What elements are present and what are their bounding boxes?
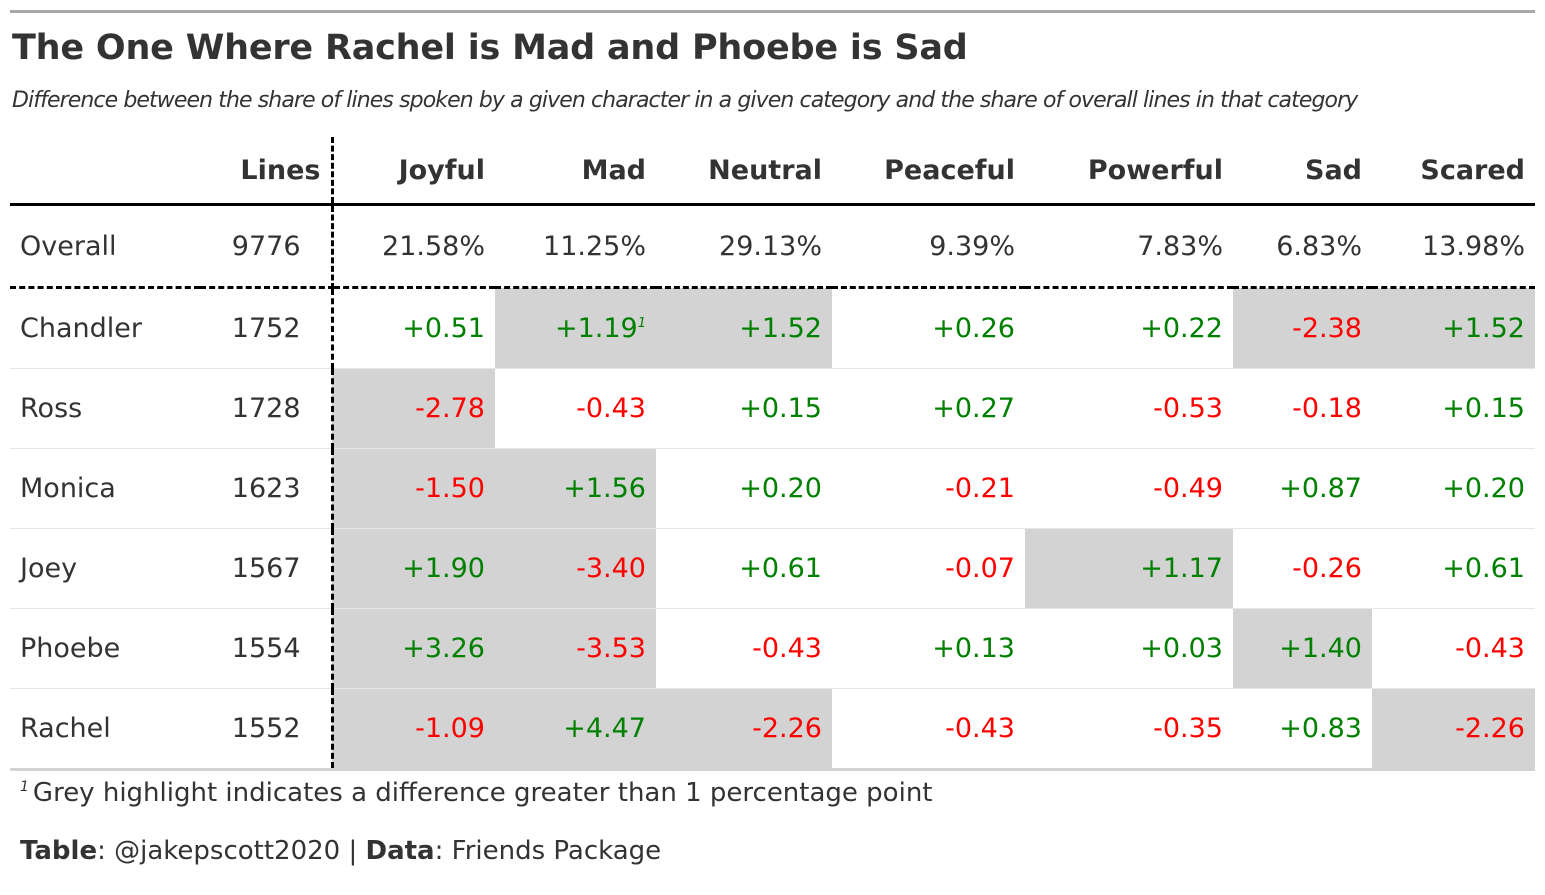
table-title: The One Where Rachel is Mad and Phoebe i… [12, 28, 968, 68]
peaceful-cell: -0.07 [832, 528, 1025, 609]
scared-cell: 13.98% [1372, 204, 1535, 289]
scared-cell: -0.43 [1372, 608, 1535, 689]
stub-header [10, 137, 200, 206]
lines-cell: 1752 [200, 287, 334, 369]
neutral-cell: +1.52 [656, 287, 832, 369]
joyful-cell: +3.26 [332, 608, 495, 689]
column-header-mad: Mad [495, 137, 656, 206]
table-subtitle: Difference between the share of lines sp… [12, 88, 1358, 113]
scared-cell: -2.26 [1372, 688, 1535, 771]
neutral-cell: +0.15 [656, 368, 832, 449]
lines-cell: 1567 [200, 528, 334, 609]
sad-cell: -2.38 [1233, 287, 1372, 369]
peaceful-cell: +0.13 [832, 608, 1025, 689]
scared-cell: +0.20 [1372, 448, 1535, 529]
sad-cell: -0.18 [1233, 368, 1372, 449]
emotion-table: Lines Joyful Mad Neutral Peaceful Powerf… [10, 137, 1535, 771]
joyful-cell: -2.78 [332, 368, 495, 449]
mad-cell: +1.56 [495, 448, 656, 529]
column-header-scared: Scared [1372, 137, 1535, 206]
column-header-joyful: Joyful [332, 137, 495, 206]
row-label: Ross [10, 368, 200, 449]
powerful-cell: 7.83% [1025, 204, 1233, 289]
source-table-value: : @jakepscott2020 | [97, 836, 366, 866]
neutral-cell: +0.20 [656, 448, 832, 529]
powerful-cell: -0.49 [1025, 448, 1233, 529]
source-data-value: : Friends Package [434, 836, 662, 866]
neutral-cell: -2.26 [656, 688, 832, 771]
row-label: Monica [10, 448, 200, 529]
row-label: Chandler [10, 287, 200, 369]
joyful-cell: -1.50 [332, 448, 495, 529]
footnote-marker: 1 [637, 316, 646, 331]
source-data-label: Data [365, 836, 435, 866]
lines-cell: 1623 [200, 448, 334, 529]
footnote-marker: 1 [20, 779, 29, 796]
footnote: 1 Grey highlight indicates a difference g… [20, 778, 933, 808]
table-row: Ross 1728 -2.78 -0.43 +0.15 +0.27 -0.53 … [10, 368, 1535, 449]
joyful-cell: +1.90 [332, 528, 495, 609]
row-label: Phoebe [10, 608, 200, 689]
scared-cell: +0.15 [1372, 368, 1535, 449]
row-label: Overall [10, 204, 200, 289]
column-header-neutral: Neutral [656, 137, 832, 206]
lines-cell: 1554 [200, 608, 334, 689]
peaceful-cell: 9.39% [832, 204, 1025, 289]
column-header-powerful: Powerful [1025, 137, 1233, 206]
peaceful-cell: -0.43 [832, 688, 1025, 771]
source-table-label: Table [20, 836, 98, 866]
powerful-cell: +0.22 [1025, 287, 1233, 369]
source-note: Table: @jakepscott2020 | Data: Friends P… [20, 836, 661, 866]
table-row: Monica 1623 -1.50 +1.56 +0.20 -0.21 -0.4… [10, 448, 1535, 529]
sad-cell: -0.26 [1233, 528, 1372, 609]
neutral-cell: +0.61 [656, 528, 832, 609]
mad-cell: -3.40 [495, 528, 656, 609]
column-header-peaceful: Peaceful [832, 137, 1025, 206]
row-label: Rachel [10, 688, 200, 771]
header-row: Lines Joyful Mad Neutral Peaceful Powerf… [10, 137, 1535, 206]
powerful-cell: -0.35 [1025, 688, 1233, 771]
joyful-cell: 21.58% [332, 204, 495, 289]
powerful-cell: +1.17 [1025, 528, 1233, 609]
table-row: Chandler 1752 +0.51 +1.191 +1.52 +0.26 +… [10, 287, 1535, 369]
neutral-cell: -0.43 [656, 608, 832, 689]
scared-cell: +0.61 [1372, 528, 1535, 609]
column-header-lines: Lines [200, 137, 334, 206]
sad-cell: +0.83 [1233, 688, 1372, 771]
sad-cell: +0.87 [1233, 448, 1372, 529]
footnote-text: Grey highlight indicates a difference gr… [32, 778, 933, 808]
joyful-cell: +0.51 [332, 287, 495, 369]
powerful-cell: -0.53 [1025, 368, 1233, 449]
lines-cell: 1552 [200, 688, 334, 771]
overall-row: Overall 9776 21.58% 11.25% 29.13% 9.39% … [10, 204, 1535, 289]
top-rule [10, 10, 1535, 13]
lines-cell: 9776 [200, 204, 334, 289]
table-row: Phoebe 1554 +3.26 -3.53 -0.43 +0.13 +0.0… [10, 608, 1535, 689]
powerful-cell: +0.03 [1025, 608, 1233, 689]
mad-cell: +1.191 [495, 287, 656, 369]
table-row: Rachel 1552 -1.09 +4.47 -2.26 -0.43 -0.3… [10, 688, 1535, 771]
row-label: Joey [10, 528, 200, 609]
joyful-cell: -1.09 [332, 688, 495, 771]
column-header-sad: Sad [1233, 137, 1372, 206]
sad-cell: 6.83% [1233, 204, 1372, 289]
peaceful-cell: +0.26 [832, 287, 1025, 369]
mad-cell: -3.53 [495, 608, 656, 689]
mad-cell: 11.25% [495, 204, 656, 289]
peaceful-cell: -0.21 [832, 448, 1025, 529]
neutral-cell: 29.13% [656, 204, 832, 289]
mad-cell: +4.47 [495, 688, 656, 771]
scared-cell: +1.52 [1372, 287, 1535, 369]
mad-cell: -0.43 [495, 368, 656, 449]
peaceful-cell: +0.27 [832, 368, 1025, 449]
cell-value: +1.19 [554, 313, 638, 344]
sad-cell: +1.40 [1233, 608, 1372, 689]
table-row: Joey 1567 +1.90 -3.40 +0.61 -0.07 +1.17 … [10, 528, 1535, 609]
lines-cell: 1728 [200, 368, 334, 449]
